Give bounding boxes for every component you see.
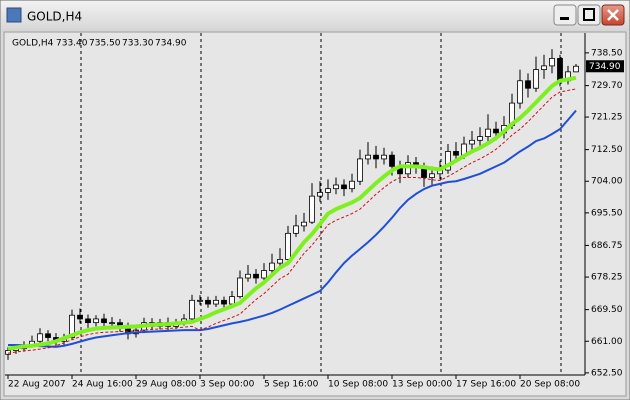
candle-body xyxy=(293,225,299,234)
candle-body xyxy=(525,80,531,89)
candle-body xyxy=(325,188,331,193)
maximize-icon xyxy=(583,8,595,21)
candle-body xyxy=(101,318,107,324)
x-tick-label: 20 Sep 08:00 xyxy=(520,380,580,390)
candle-body xyxy=(389,154,395,167)
candle-body xyxy=(69,314,75,338)
candle-body xyxy=(253,273,259,279)
candle-body xyxy=(533,69,539,89)
candle-body xyxy=(485,128,491,137)
y-tick-label: 704.00 xyxy=(591,177,623,187)
chart-area xyxy=(3,31,627,397)
y-tick-label: 712.50 xyxy=(591,145,623,155)
candle-body xyxy=(93,318,99,324)
candle-body xyxy=(221,299,227,305)
y-tick-label: 695.50 xyxy=(591,208,623,218)
candle-body xyxy=(213,299,219,305)
last-price-label: 734.90 xyxy=(589,62,621,72)
ohlc-value: 735.50 xyxy=(89,39,121,49)
app-icon xyxy=(6,7,22,23)
y-tick-label: 729.70 xyxy=(591,81,623,91)
candle-body xyxy=(557,58,563,82)
close-icon xyxy=(607,9,619,21)
x-tick-label: 24 Aug 16:00 xyxy=(72,380,133,390)
candle-body xyxy=(277,258,283,264)
y-tick-label: 669.50 xyxy=(591,305,623,315)
chart-symbol: GOLD,H4 xyxy=(12,39,54,49)
candle-body xyxy=(493,128,499,134)
candle-body xyxy=(197,299,203,302)
candle-body xyxy=(477,136,483,141)
x-tick-label: 17 Sep 16:00 xyxy=(456,380,516,390)
minimize-button[interactable] xyxy=(553,4,577,26)
x-tick-label: 10 Sep 08:00 xyxy=(328,380,388,390)
y-tick-label: 721.25 xyxy=(591,113,623,123)
x-tick-label: 29 Aug 08:00 xyxy=(136,380,197,390)
x-tick-label: 13 Sep 00:00 xyxy=(392,380,452,390)
candle-body xyxy=(189,299,195,320)
candle-body xyxy=(229,296,235,305)
x-tick-label: 22 Aug 2007 xyxy=(8,380,66,390)
candle-body xyxy=(285,232,291,260)
candle-body xyxy=(317,192,323,197)
x-tick-label: 3 Sep 00:00 xyxy=(200,380,255,390)
candle-body xyxy=(309,195,315,223)
candle-body xyxy=(357,158,363,182)
candle-body xyxy=(301,221,307,227)
moving-average xyxy=(7,75,577,351)
moving-average xyxy=(8,109,577,348)
candle-body xyxy=(261,270,267,279)
ohlc-value: 734.90 xyxy=(155,39,187,49)
candle-body xyxy=(245,273,251,279)
candle-body xyxy=(445,151,451,171)
candle-body xyxy=(517,80,523,104)
candle-body xyxy=(365,154,371,160)
candle-body xyxy=(541,65,547,71)
candle-body xyxy=(549,58,555,67)
title-bar xyxy=(1,1,629,31)
candle-body xyxy=(349,180,355,190)
candle-body xyxy=(429,173,435,178)
ohlc-value: 733.30 xyxy=(122,39,154,49)
candle-body xyxy=(573,65,579,73)
y-tick-label: 661.00 xyxy=(591,337,623,347)
candle-body xyxy=(341,184,347,190)
ohlc-value: 733.40 xyxy=(56,39,88,49)
y-tick-label: 738.50 xyxy=(591,48,623,58)
candle-body xyxy=(381,154,387,160)
moving-average xyxy=(7,88,577,354)
y-tick-label: 652.50 xyxy=(591,368,623,378)
candle-body xyxy=(237,277,243,297)
last-price-box xyxy=(586,60,624,73)
candle-body xyxy=(77,314,83,320)
candle-body xyxy=(333,184,339,190)
x-tick-label: 5 Sep 16:00 xyxy=(264,380,319,390)
candle-body xyxy=(205,299,211,305)
window-title: GOLD,H4 xyxy=(27,10,82,24)
candle-body xyxy=(469,139,475,145)
candle-body xyxy=(45,333,51,338)
candle-body xyxy=(269,262,275,271)
candle-body xyxy=(109,322,115,325)
candle-body xyxy=(85,318,91,324)
y-tick-label: 678.25 xyxy=(591,273,623,283)
candle-body xyxy=(453,151,459,156)
y-tick-label: 686.75 xyxy=(591,241,623,251)
candle-body xyxy=(373,154,379,160)
candle-body xyxy=(37,333,43,342)
minimize-icon xyxy=(560,17,569,20)
